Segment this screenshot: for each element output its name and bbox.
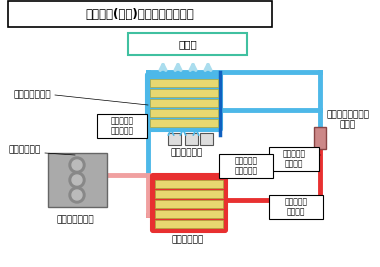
Bar [150,109,218,117]
Text: 電磁クラッチ: 電磁クラッチ [9,146,41,155]
FancyBboxPatch shape [146,73,222,131]
Bar [185,133,198,145]
Text: コンデンサー: コンデンサー [172,235,204,245]
Circle shape [72,160,82,170]
Bar [155,180,223,188]
Bar [155,200,223,208]
Bar [150,119,218,127]
Circle shape [69,172,85,188]
FancyBboxPatch shape [48,153,107,207]
Text: エバポレーター: エバポレーター [13,91,51,100]
Text: ブロアファン: ブロアファン [171,148,203,158]
FancyBboxPatch shape [314,127,326,149]
Text: 低温・低圧
霧状冷媒: 低温・低圧 霧状冷媒 [282,149,306,169]
Text: エキスパンジョン
バルブ: エキスパンジョン バルブ [326,110,369,130]
FancyBboxPatch shape [128,33,247,55]
Bar [150,89,218,97]
Text: 車室内: 車室内 [179,39,197,49]
FancyBboxPatch shape [219,154,273,178]
Text: 低温・低圧
ガス状冷媒: 低温・低圧 ガス状冷媒 [111,116,133,136]
FancyBboxPatch shape [269,147,319,171]
Circle shape [69,187,85,203]
FancyBboxPatch shape [8,1,272,27]
FancyBboxPatch shape [151,174,227,232]
Bar [150,79,218,87]
FancyBboxPatch shape [97,114,147,138]
Text: 高温・高圧
液状冷媒: 高温・高圧 液状冷媒 [285,197,307,217]
Bar [150,99,218,107]
Bar [155,210,223,218]
Text: エアコン(冷房)システム基本構成: エアコン(冷房)システム基本構成 [86,7,195,21]
Bar [200,133,213,145]
Circle shape [69,157,85,173]
Bar [155,190,223,198]
Text: 高温・高圧
ガス状冷媒: 高温・高圧 ガス状冷媒 [234,156,258,176]
Bar [155,220,223,228]
Circle shape [72,175,82,185]
Circle shape [72,190,82,200]
Text: コンプレッサー: コンプレッサー [56,215,94,225]
FancyBboxPatch shape [269,195,323,219]
Bar [168,133,181,145]
